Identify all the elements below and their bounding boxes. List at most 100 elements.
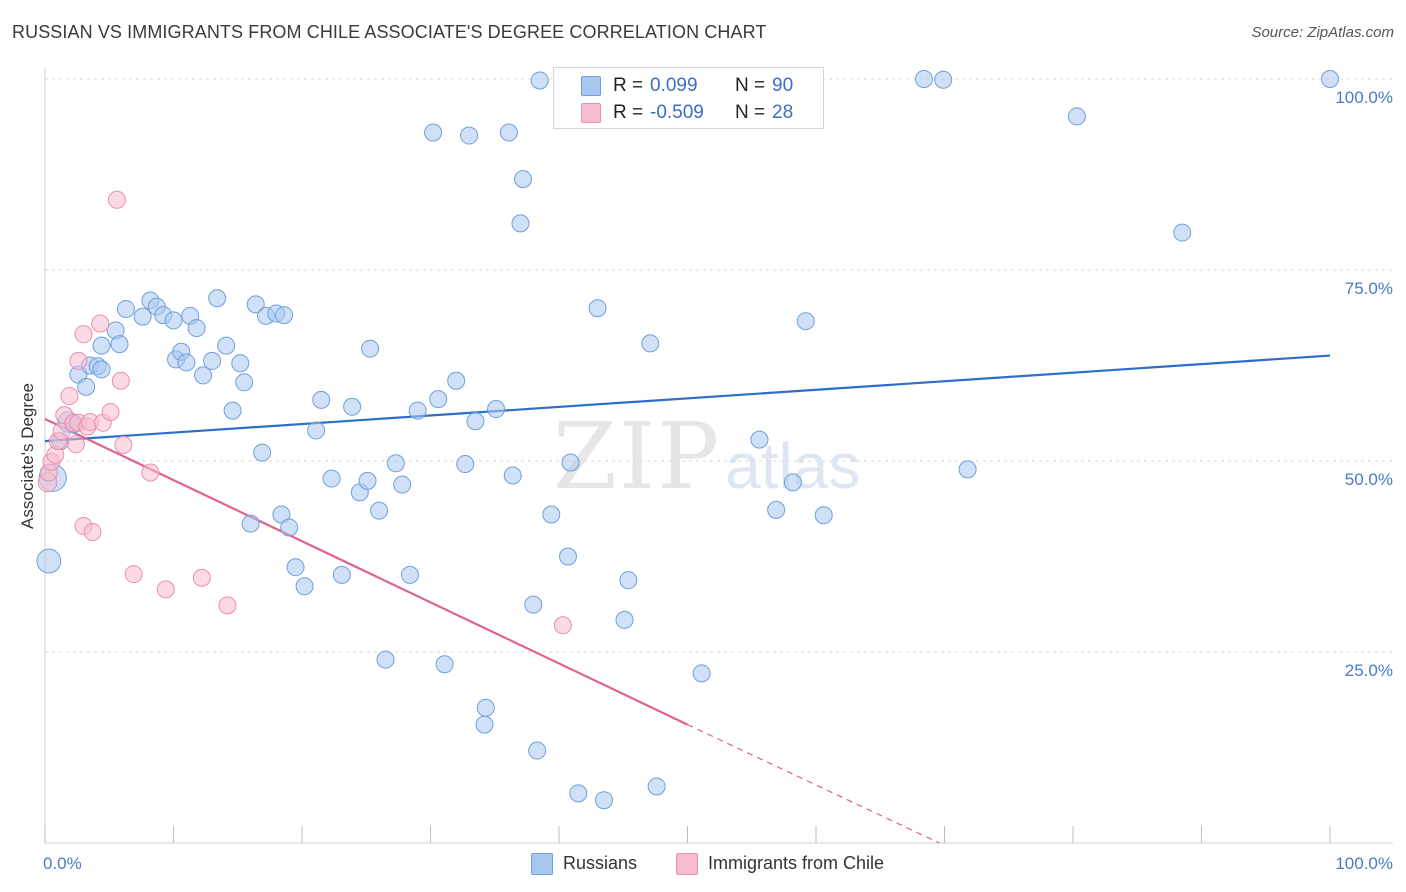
russians-point	[110, 335, 129, 354]
chile-point	[91, 314, 110, 333]
chile-point	[83, 523, 102, 542]
russians-point	[92, 336, 111, 355]
russians-point	[332, 565, 351, 584]
russians-point	[476, 698, 495, 717]
russians-point	[429, 390, 448, 409]
russians-point	[408, 401, 427, 420]
legend-series: Russians Immigrants from Chile	[0, 852, 1406, 878]
russians-point	[295, 577, 314, 596]
russians-point	[280, 518, 299, 537]
russians-point	[783, 473, 802, 492]
chile-point	[60, 387, 79, 406]
x-tick-label: 0.0%	[43, 854, 82, 873]
russians-point	[456, 455, 475, 474]
russians-point	[194, 366, 213, 385]
russians-point	[511, 214, 530, 233]
russians-point	[223, 401, 242, 420]
russians-point	[619, 571, 638, 590]
russians-point	[514, 170, 533, 189]
russians-point	[400, 565, 419, 584]
russians-point	[36, 548, 62, 574]
russians-point	[177, 353, 196, 372]
x-tick-label: 100.0%	[1335, 854, 1393, 873]
russians-point	[796, 312, 815, 331]
russians-point	[528, 741, 547, 760]
russians-point	[208, 289, 227, 308]
y-tick-label: 100.0%	[1335, 88, 1393, 107]
russians-point	[692, 664, 711, 683]
n-value: 90	[772, 75, 794, 96]
chile-point	[111, 371, 130, 390]
russians-point	[217, 336, 236, 355]
russians-point	[241, 514, 260, 533]
legend-row-russians: R = 0.099 N = 90	[554, 73, 823, 101]
n-label: N =	[735, 102, 766, 123]
russians-point	[187, 319, 206, 338]
chile-point	[218, 596, 237, 615]
russians-point	[231, 354, 250, 373]
russians-point	[386, 454, 405, 473]
russians-point	[447, 371, 466, 390]
russians-point	[435, 655, 454, 674]
russians-point	[370, 501, 389, 520]
russians-point	[615, 610, 634, 629]
russians-point	[934, 70, 953, 89]
russians-point	[475, 715, 494, 734]
russians-point	[253, 443, 272, 462]
y-axis-title: Associate's Degree	[18, 383, 37, 529]
chile-point	[124, 565, 143, 584]
label-layer: 25.0% 50.0% 75.0% 100.0% 0.0% 100.0% Associate…	[18, 88, 1393, 873]
russians-point	[466, 412, 485, 431]
r-label: R =	[613, 75, 644, 96]
chile-legend-swatch	[676, 853, 698, 875]
russians-point	[487, 400, 506, 419]
russians-point	[424, 123, 443, 142]
trend-layer	[44, 354, 1331, 844]
chile-point	[192, 568, 211, 587]
russians-trend-line	[44, 354, 1331, 443]
russians-swatch	[581, 76, 601, 96]
y-tick-label: 75.0%	[1345, 279, 1393, 298]
chile-point	[553, 616, 572, 635]
russians-point	[814, 506, 833, 525]
y-tick-label: 25.0%	[1345, 661, 1393, 680]
chile-point	[141, 463, 160, 482]
points-layer	[36, 70, 1339, 810]
chile-point	[74, 325, 93, 344]
russians-point	[275, 306, 294, 325]
watermark: ZIPatlas	[553, 403, 860, 510]
russians-point	[958, 460, 977, 479]
russians-point	[164, 311, 183, 330]
chile-point	[107, 190, 126, 209]
russians-point	[647, 777, 666, 796]
chile-point	[101, 403, 120, 422]
legend-label: Immigrants from Chile	[708, 853, 885, 873]
n-label: N =	[735, 75, 766, 96]
russians-point	[393, 475, 412, 494]
russians-point	[588, 299, 607, 318]
russians-point	[358, 471, 377, 490]
russians-legend-swatch	[531, 853, 553, 875]
russians-point	[343, 397, 362, 416]
russians-point	[77, 377, 96, 396]
r-value: 0.099	[650, 75, 698, 96]
russians-point	[307, 421, 326, 440]
legend-row-chile: R = -0.509 N = 28	[554, 100, 823, 128]
russians-point	[499, 123, 518, 142]
russians-point	[322, 469, 341, 488]
russians-point	[460, 126, 479, 145]
russians-point	[914, 70, 933, 88]
n-value: 28	[772, 102, 794, 123]
russians-point	[1321, 70, 1339, 88]
russians-point	[361, 339, 380, 358]
russians-point	[524, 595, 543, 614]
russians-point	[312, 390, 331, 409]
chile-trend-extension	[687, 724, 940, 844]
russians-point	[530, 71, 549, 90]
russians-point	[641, 334, 660, 353]
russians-point	[750, 430, 769, 449]
russians-point	[1173, 223, 1192, 242]
legend-stats: R = 0.099 N = 90 R = -0.509 N = 28	[553, 67, 824, 129]
y-tick-label: 50.0%	[1345, 470, 1393, 489]
